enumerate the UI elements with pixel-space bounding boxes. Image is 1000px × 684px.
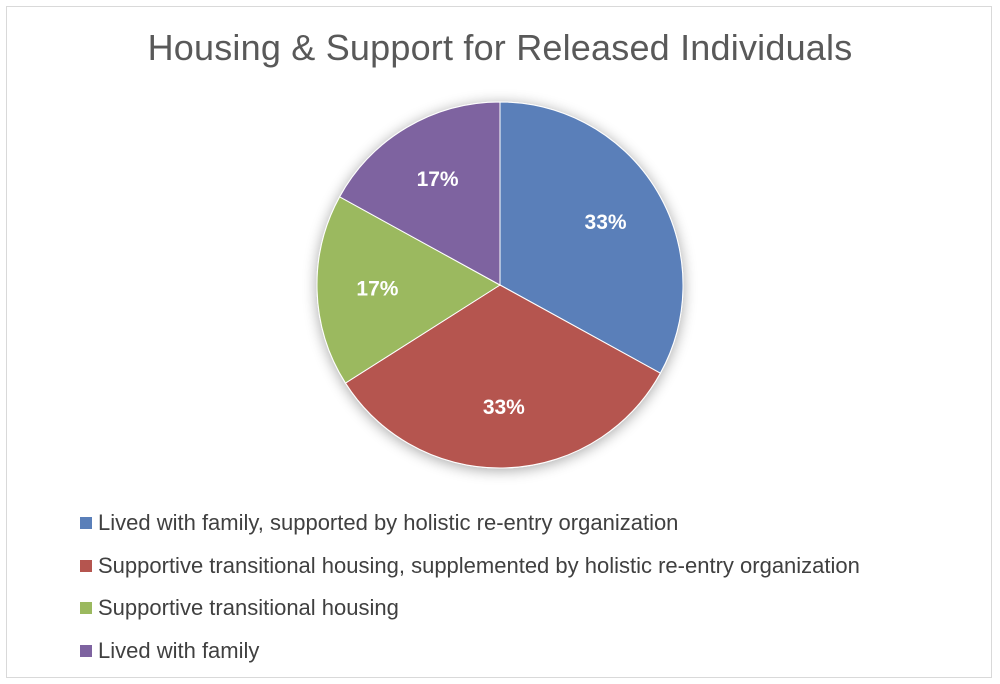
pie-slice bbox=[338, 101, 501, 286]
legend-swatch bbox=[80, 517, 92, 530]
legend-label: Lived with family, supported by holistic… bbox=[98, 510, 679, 536]
legend-item: Supportive transitional housing, supplem… bbox=[80, 545, 860, 588]
pie-slice bbox=[499, 101, 684, 374]
legend-label: Supportive transitional housing, supplem… bbox=[98, 552, 860, 578]
legend-item: Supportive transitional housing bbox=[80, 587, 860, 630]
pie-slice bbox=[344, 284, 662, 469]
legend-item: Lived with family, supported by holistic… bbox=[80, 502, 860, 545]
pie-data-label: 17% bbox=[356, 277, 398, 300]
pie-data-label: 33% bbox=[483, 396, 525, 419]
pie-data-labels: 33% 33% 17% 17% bbox=[356, 168, 626, 419]
legend-swatch bbox=[80, 559, 92, 572]
legend-label: Supportive transitional housing bbox=[98, 595, 399, 621]
chart-title: Housing & Support for Released Individua… bbox=[147, 27, 853, 68]
legend-label: Lived with family bbox=[98, 637, 260, 663]
pie-slices bbox=[316, 101, 684, 469]
pie-data-label: 33% bbox=[585, 211, 627, 234]
legend-swatch bbox=[80, 644, 92, 657]
legend-swatch bbox=[80, 602, 92, 615]
pie-data-label: 17% bbox=[417, 168, 459, 191]
chart-legend: Lived with family, supported by holistic… bbox=[80, 502, 860, 672]
pie-slice bbox=[316, 196, 501, 384]
legend-item: Lived with family bbox=[80, 630, 860, 673]
